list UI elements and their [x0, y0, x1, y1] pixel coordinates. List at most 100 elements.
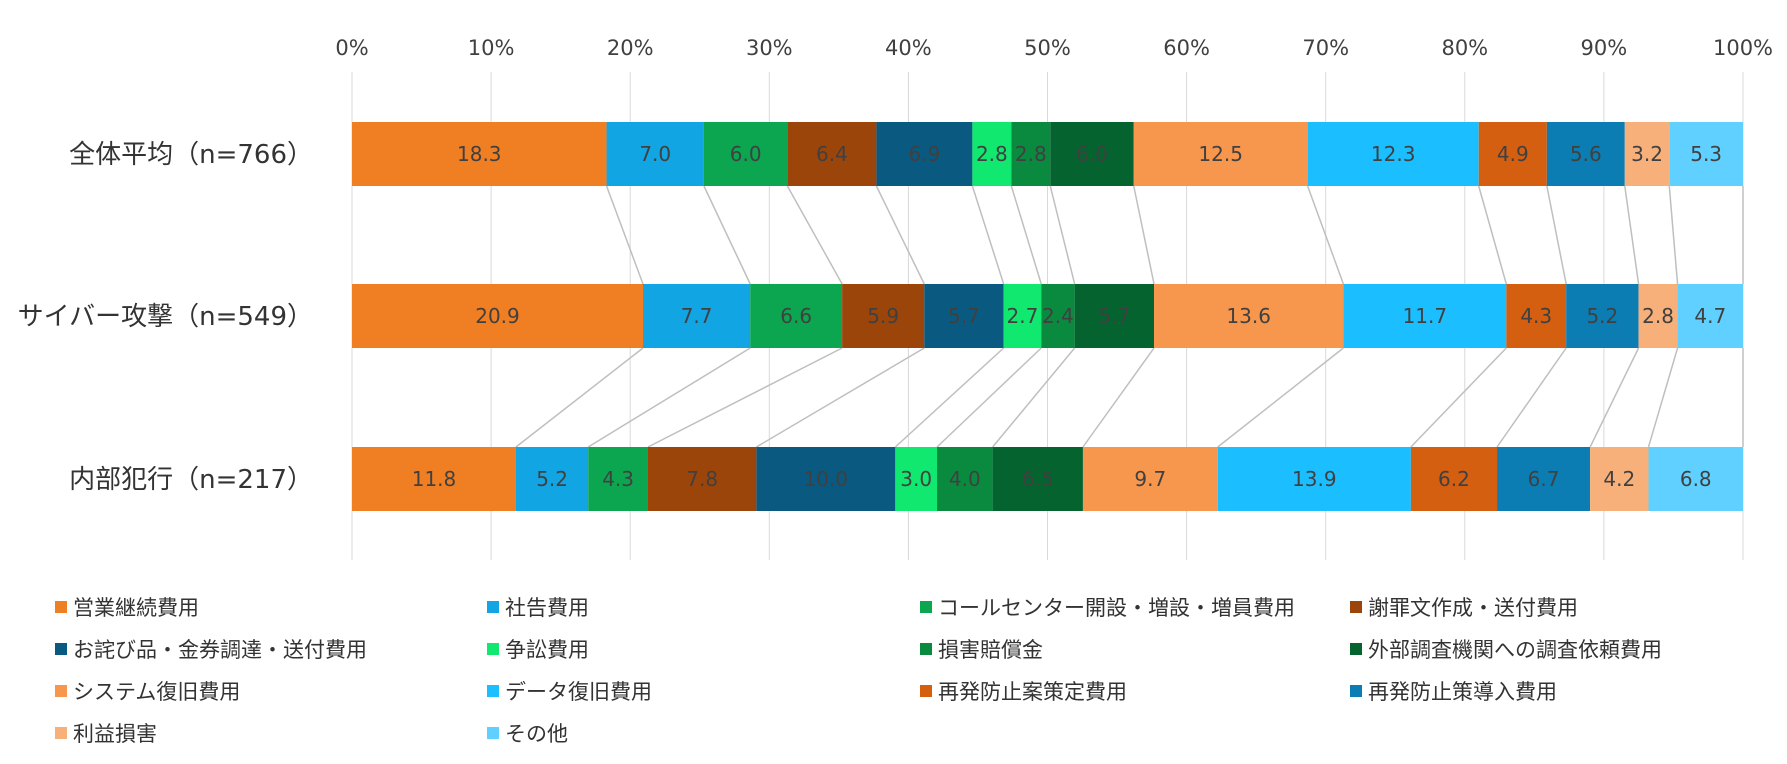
bar-segment — [1648, 447, 1743, 511]
bar-segment — [1041, 284, 1075, 348]
data-label: 6.2 — [1438, 467, 1470, 491]
bar-segment — [515, 447, 589, 511]
bar-segment — [1590, 447, 1649, 511]
data-label: 5.7 — [1098, 304, 1130, 328]
bar-segment — [937, 447, 993, 511]
series-line — [971, 185, 1005, 285]
bar-segment — [1497, 447, 1591, 511]
series-line — [1668, 185, 1679, 285]
data-label: 6.4 — [816, 142, 848, 166]
bar-segment — [1217, 447, 1411, 511]
bar-segment — [703, 122, 788, 186]
x-tick-label: 70% — [1302, 36, 1349, 60]
series-line — [1217, 347, 1344, 448]
data-label: 6.8 — [1680, 467, 1712, 491]
data-label: 18.3 — [457, 142, 502, 166]
bar-segment — [1638, 284, 1678, 348]
bar-segment — [352, 284, 644, 348]
series-line — [936, 347, 1042, 448]
series-line — [1133, 185, 1155, 285]
data-label: 13.9 — [1292, 467, 1337, 491]
series-line — [605, 185, 644, 285]
data-label: 12.5 — [1198, 142, 1243, 166]
bar-segment — [352, 122, 607, 186]
bar-segment — [588, 447, 648, 511]
data-label: 2.8 — [976, 142, 1008, 166]
bar-segment — [992, 447, 1083, 511]
x-tick-label: 80% — [1441, 36, 1488, 60]
bar-segment — [1566, 284, 1639, 348]
data-label: 13.6 — [1226, 304, 1271, 328]
data-label: 6.0 — [1076, 142, 1108, 166]
data-label: 6.0 — [730, 142, 762, 166]
bar-segment — [1050, 122, 1134, 186]
data-label: 2.7 — [1007, 304, 1039, 328]
bar-segment — [1011, 122, 1051, 186]
data-label: 7.8 — [686, 467, 718, 491]
bar-segment — [1133, 122, 1308, 186]
data-label: 5.2 — [1586, 304, 1618, 328]
data-label: 4.9 — [1497, 142, 1529, 166]
series-line — [1546, 185, 1567, 285]
x-tick-label: 50% — [1024, 36, 1071, 60]
x-tick-label: 90% — [1581, 36, 1628, 60]
data-label: 5.6 — [1570, 142, 1602, 166]
x-tick-label: 10% — [468, 36, 515, 60]
x-axis-ticks: 0% 10% 20% 30% 40% 50% 60% 70% 80% 90% 100% — [335, 36, 1773, 60]
data-label: 9.7 — [1134, 467, 1166, 491]
bar-segment — [352, 447, 516, 511]
category-label: 内部犯行（n=217） — [69, 465, 313, 495]
data-label: 11.8 — [412, 467, 457, 491]
series-line — [1589, 347, 1640, 448]
bar-segment — [750, 284, 843, 348]
data-label: 5.3 — [1690, 142, 1722, 166]
bar-segment — [647, 447, 757, 511]
x-tick-label: 60% — [1163, 36, 1210, 60]
series-line — [1306, 185, 1345, 285]
series-line — [894, 347, 1005, 448]
data-label: 5.9 — [867, 304, 899, 328]
bar-segment — [1669, 122, 1743, 186]
series-line — [587, 347, 751, 448]
category-label: 全体平均（n=766） — [69, 140, 313, 170]
data-label: 4.7 — [1694, 304, 1726, 328]
series-line — [1477, 185, 1508, 285]
bar-segment — [787, 122, 877, 186]
bar-segment — [1506, 284, 1567, 348]
bar-segment — [756, 447, 896, 511]
bar-segment — [1677, 284, 1743, 348]
series-line — [1410, 347, 1507, 448]
x-tick-label: 100% — [1713, 36, 1773, 60]
bar-segment — [924, 284, 1004, 348]
bar-segment — [606, 122, 704, 186]
category-label: サイバー攻撃（n=549） — [18, 302, 313, 332]
x-tick-label: 0% — [335, 36, 368, 60]
bar-segment — [1074, 284, 1155, 348]
data-label: 7.7 — [681, 304, 713, 328]
series-line — [1082, 347, 1155, 448]
data-label: 2.4 — [1042, 304, 1074, 328]
data-label: 4.0 — [949, 467, 981, 491]
category-labels: 全体平均（n=766） サイバー攻撃（n=549） 内部犯行（n=217） — [18, 140, 313, 495]
bar-segment — [1343, 284, 1507, 348]
bar-segment — [1624, 122, 1670, 186]
series-line — [786, 185, 843, 285]
series-line — [875, 185, 925, 285]
data-label: 3.0 — [900, 467, 932, 491]
bar-segment — [643, 284, 751, 348]
series-line — [1010, 185, 1042, 285]
series-line — [515, 347, 644, 448]
series-line — [1049, 185, 1076, 285]
series-line — [992, 347, 1076, 448]
bar-segment — [1410, 447, 1498, 511]
data-label: 7.0 — [639, 142, 671, 166]
data-label: 6.5 — [1022, 467, 1054, 491]
bars: 18.3 7.0 6.0 6.4 6.9 2.8 2.8 6.0 12.5 12.3 4.9 5.6 3… — [352, 122, 1743, 511]
data-label: 6.9 — [908, 142, 940, 166]
series-line — [703, 185, 751, 285]
data-label: 5.2 — [536, 467, 568, 491]
bar-segment — [972, 122, 1012, 186]
series-lines — [515, 185, 1744, 448]
data-label: 4.2 — [1603, 467, 1635, 491]
